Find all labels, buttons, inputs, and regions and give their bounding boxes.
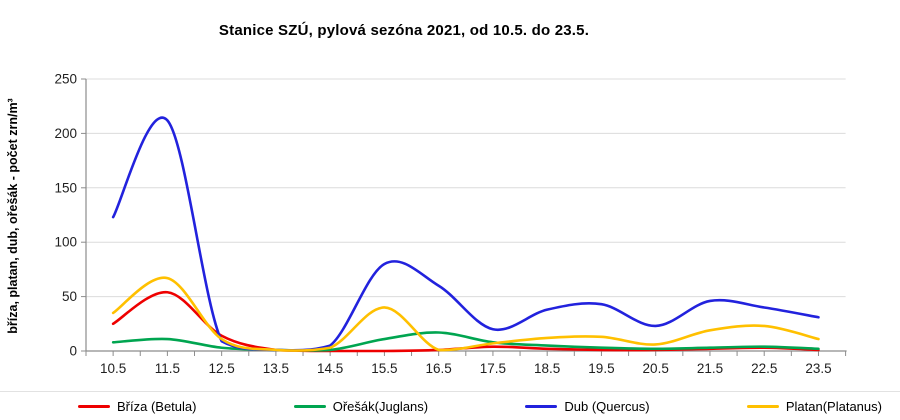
y-tick-label: 50 xyxy=(62,289,77,304)
legend-item-briza: Bříza (Betula) xyxy=(78,399,196,414)
legend-item-dub: Dub (Quercus) xyxy=(525,399,650,414)
x-tick-label: 19.5 xyxy=(588,361,614,376)
x-tick-label: 17.5 xyxy=(480,361,506,376)
legend-item-platan: Platan(Platanus) xyxy=(746,399,882,414)
legend-swatch-oresak-line xyxy=(293,405,326,408)
y-tick-label: 0 xyxy=(69,344,77,359)
legend-swatch-briza-line xyxy=(78,405,110,408)
chart-title: Stanice SZÚ, pylová sezóna 2021, od 10.5… xyxy=(218,22,590,39)
legend-swatch-dub-line xyxy=(525,405,558,408)
x-tick-label: 15.5 xyxy=(371,361,397,376)
x-tick-label: 16.5 xyxy=(426,361,452,376)
legend-label-oresak: Ořešák(Juglans) xyxy=(332,399,429,414)
legend-swatch-platan-line xyxy=(746,405,779,408)
y-tick-label: 250 xyxy=(54,72,77,87)
legend-item-oresak: Ořešák(Juglans) xyxy=(293,399,429,414)
series-line-oresak xyxy=(111,331,820,352)
legend-label-briza: Bříza (Betula) xyxy=(117,399,197,414)
x-tick-label: 10.5 xyxy=(100,361,126,376)
x-tick-label: 20.5 xyxy=(643,361,669,376)
x-tick-label: 14.5 xyxy=(317,361,343,376)
x-tick-label: 22.5 xyxy=(751,361,777,376)
x-tick-label: 12.5 xyxy=(209,361,235,376)
chart-legend: Bříza (Betula) Ořešák(Juglans) Dub (Quer… xyxy=(0,391,900,414)
legend-label-platan: Platan(Platanus) xyxy=(785,399,882,414)
x-tick-label: 18.5 xyxy=(534,361,560,376)
series-line-platan xyxy=(111,276,820,352)
y-tick-label: 200 xyxy=(54,126,77,141)
pollen-line-chart: 0 50 100 150 200 250 10.5 11.5 12.5 13.5 14.5 15.5 1… xyxy=(54,72,847,376)
y-tick-label: 100 xyxy=(54,235,77,250)
x-tick-label: 23.5 xyxy=(805,361,831,376)
series-line-dub xyxy=(111,116,820,352)
y-tick-label: 150 xyxy=(54,180,77,195)
legend-label-dub: Dub (Quercus) xyxy=(564,399,650,414)
x-tick-label: 13.5 xyxy=(263,361,289,376)
x-tick-label: 11.5 xyxy=(155,361,180,376)
x-tick-label: 21.5 xyxy=(697,361,723,376)
